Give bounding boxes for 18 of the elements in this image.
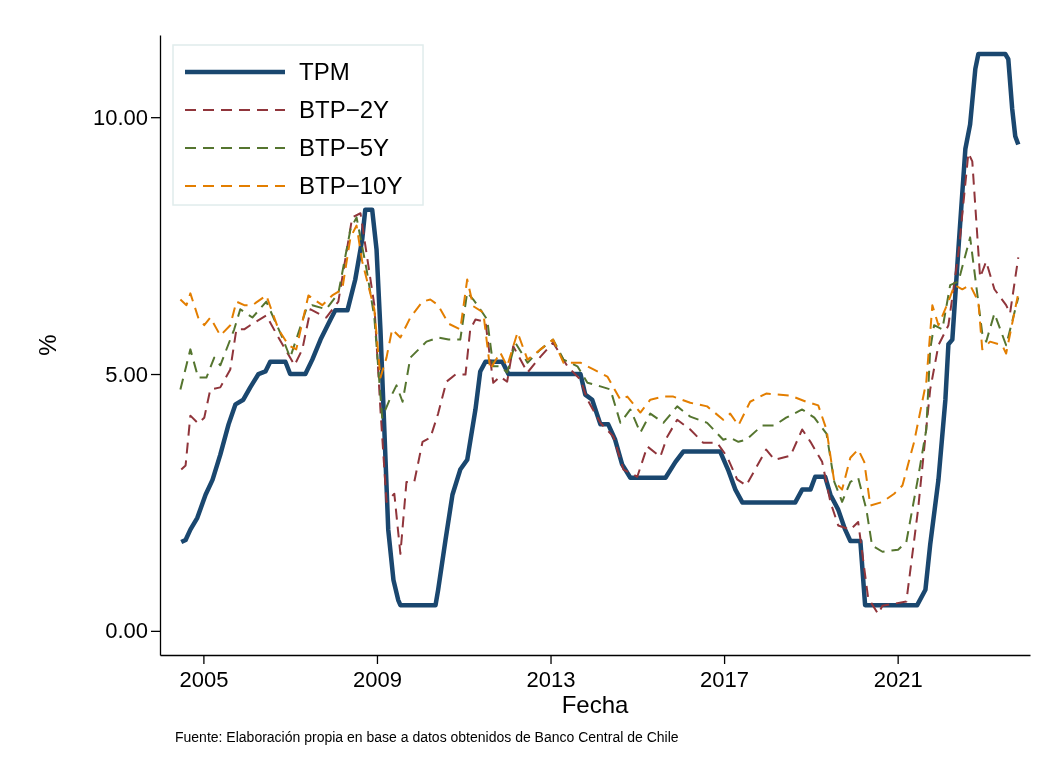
y-tick-label: 0.00 — [105, 618, 148, 644]
x-tick-label: 2009 — [352, 666, 402, 692]
x-tick-label: 2013 — [526, 666, 576, 692]
legend-label: TPM — [299, 58, 350, 85]
source-note: Fuente: Elaboración propia en base a datos obtenidos de Banco Central de Chile — [175, 729, 679, 745]
legend-label: BTP−5Y — [299, 134, 390, 161]
x-axis-title: Fecha — [561, 691, 629, 718]
legend-label: BTP−2Y — [299, 96, 390, 123]
legend-label: BTP−10Y — [299, 172, 403, 199]
y-axis-title: % — [34, 334, 61, 356]
y-tick-label: 10.00 — [92, 104, 148, 130]
line-series — [179, 51, 1021, 608]
line-series — [179, 224, 1020, 507]
line-series — [179, 216, 1020, 553]
x-tick-label: 2005 — [179, 666, 229, 692]
x-tick-label: 2021 — [873, 666, 923, 692]
x-tick-label: 2017 — [700, 666, 750, 692]
y-tick-label: 5.00 — [105, 361, 148, 387]
